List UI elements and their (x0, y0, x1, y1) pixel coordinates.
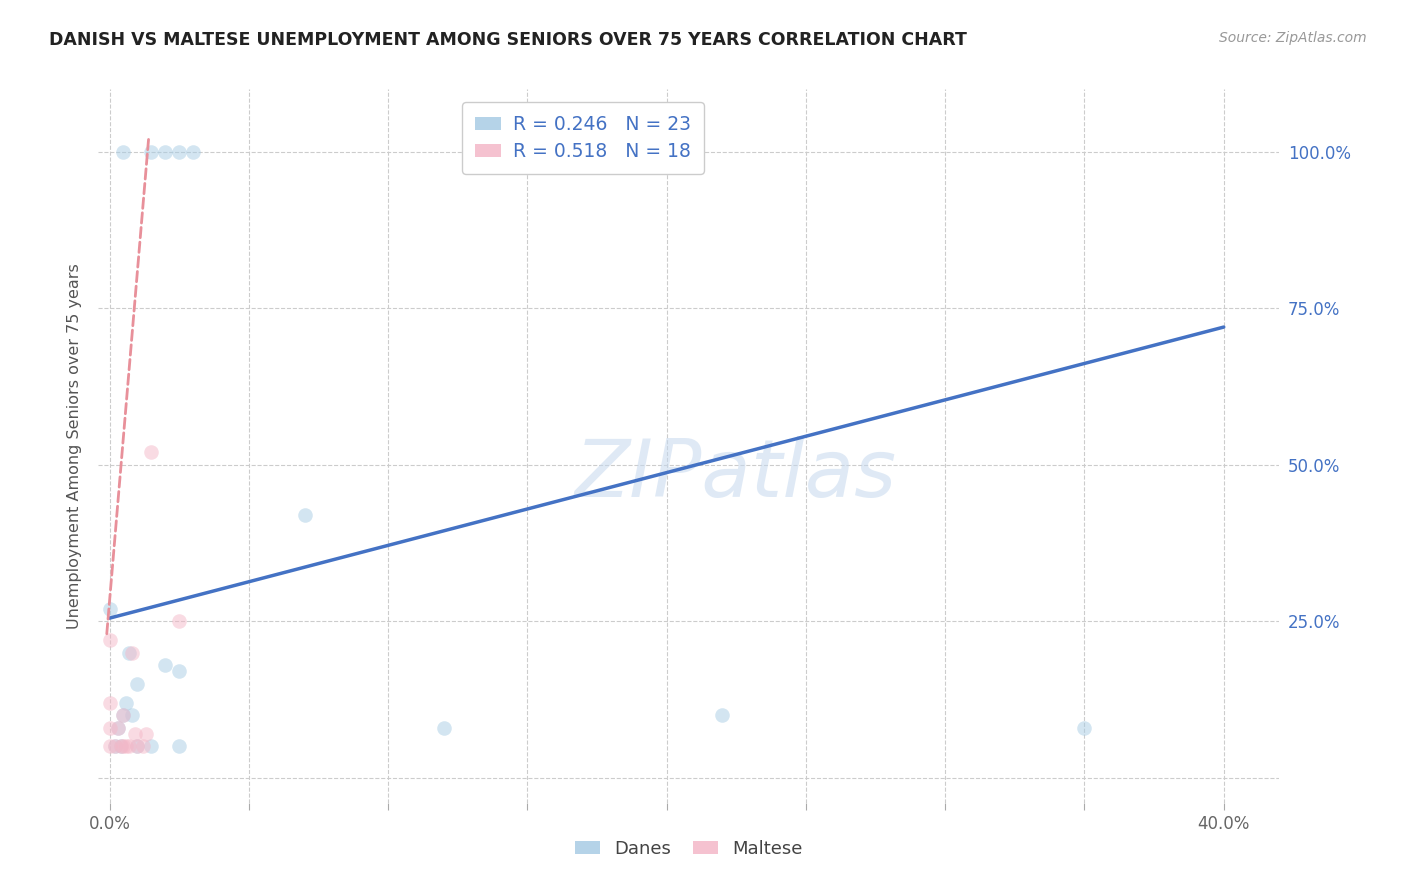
Point (155, 658, 177, 673)
Legend: Danes, Maltese: Danes, Maltese (568, 833, 810, 865)
Point (167, 614, 190, 628)
Point (127, 739, 149, 754)
Y-axis label: Unemployment Among Seniors over 75 years: Unemployment Among Seniors over 75 years (67, 263, 83, 629)
Point (155, 145, 177, 159)
Text: ZIPatlas: ZIPatlas (575, 435, 897, 514)
Point (167, 739, 190, 754)
Point (118, 739, 141, 754)
Point (98, 696, 121, 710)
Point (107, 721, 129, 735)
Point (121, 708, 143, 723)
Point (98, 633, 121, 648)
Point (181, 145, 204, 159)
Point (167, 665, 190, 679)
Point (98, 739, 121, 754)
Point (104, 739, 127, 754)
Point (141, 739, 163, 754)
Point (104, 739, 127, 754)
Point (141, 445, 163, 459)
Point (112, 708, 135, 723)
Point (132, 739, 155, 754)
Point (141, 145, 163, 159)
Text: DANISH VS MALTESE UNEMPLOYMENT AMONG SENIORS OVER 75 YEARS CORRELATION CHART: DANISH VS MALTESE UNEMPLOYMENT AMONG SEN… (49, 31, 967, 49)
Point (127, 677, 149, 691)
Point (115, 739, 138, 754)
Point (135, 727, 157, 741)
Point (127, 739, 149, 754)
Point (110, 739, 132, 754)
Point (1073, 721, 1095, 735)
Point (98, 601, 121, 615)
Point (124, 727, 146, 741)
Point (112, 145, 135, 159)
Point (433, 721, 456, 735)
Point (112, 739, 135, 754)
Point (294, 508, 316, 522)
Point (118, 646, 141, 660)
Point (711, 708, 734, 723)
Text: Source: ZipAtlas.com: Source: ZipAtlas.com (1219, 31, 1367, 45)
Point (107, 721, 129, 735)
Point (167, 145, 190, 159)
Point (115, 696, 138, 710)
Point (98, 721, 121, 735)
Point (112, 708, 135, 723)
Point (121, 646, 143, 660)
Point (110, 739, 132, 754)
